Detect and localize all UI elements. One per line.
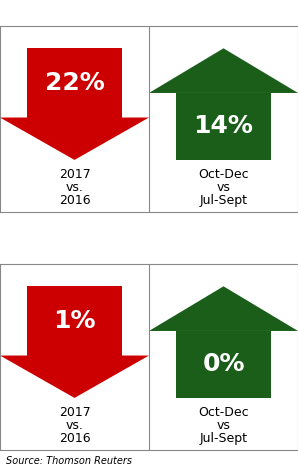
Text: vs.: vs. [66,419,83,432]
Text: 1%: 1% [53,309,96,333]
Polygon shape [176,331,271,398]
Text: 2017: 2017 [59,169,90,181]
Text: 14%: 14% [194,114,253,138]
Text: 2016: 2016 [59,194,90,207]
Text: 0%: 0% [202,353,245,377]
Text: vs: vs [217,419,230,432]
Text: 2016: 2016 [59,432,90,446]
Polygon shape [27,48,122,118]
Polygon shape [0,118,149,160]
Text: Oct-Dec: Oct-Dec [198,406,249,419]
Polygon shape [27,287,122,355]
Text: VALUE ($): VALUE ($) [99,0,199,9]
Polygon shape [149,48,298,93]
Text: Jul-Sept: Jul-Sept [199,432,248,446]
Polygon shape [0,355,149,398]
Text: vs: vs [217,181,230,194]
Text: 2017: 2017 [59,406,90,419]
Text: Source: Thomson Reuters: Source: Thomson Reuters [6,456,132,466]
Text: VOLUME (# of deals): VOLUME (# of deals) [45,229,253,247]
Text: Oct-Dec: Oct-Dec [198,169,249,181]
Text: Jul-Sept: Jul-Sept [199,194,248,207]
Polygon shape [149,287,298,331]
Polygon shape [176,93,271,160]
Text: vs.: vs. [66,181,83,194]
Text: 22%: 22% [45,71,104,95]
